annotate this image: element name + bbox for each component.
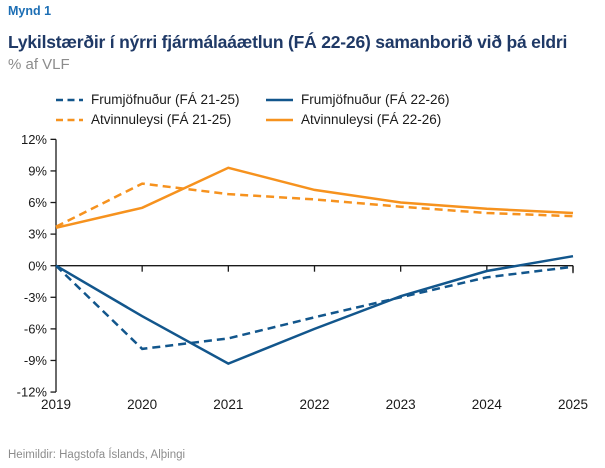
series-line-solid	[55, 254, 574, 365]
y-tick-label: -12%	[17, 385, 48, 400]
legend-item: Atvinnuleysi (FÁ 21-25)	[55, 112, 265, 127]
legend-dashed-line-swatch	[56, 98, 83, 101]
y-tick-label: -3%	[24, 290, 48, 305]
y-tick-label: 12%	[21, 132, 47, 147]
x-tick-label: 2022	[299, 397, 329, 412]
legend-item: Frumjöfnuður (FÁ 22-26)	[265, 92, 450, 107]
y-tick-label: 0%	[28, 258, 47, 273]
source-note: Heimildir: Hagstofa Íslands, Alþingi	[8, 449, 186, 461]
legend-item-label: Atvinnuleysi (FÁ 22-26)	[301, 112, 442, 127]
y-tick-label: 6%	[28, 195, 47, 210]
series-line-solid	[55, 166, 574, 230]
legend: Frumjöfnuður (FÁ 21-25) Frumjöfnuður (FÁ …	[55, 92, 450, 127]
x-tick-label: 2025	[558, 397, 588, 412]
y-axis: 12% 9% 6% 3% 0% -3% -6% -9% -12%	[17, 132, 57, 400]
axis-unit-subtitle: % af VLF	[8, 56, 70, 73]
legend-item-label: Atvinnuleysi (FÁ 21-25)	[91, 112, 232, 127]
y-tick-label: 9%	[28, 164, 47, 179]
x-tick-label: 2024	[472, 397, 503, 412]
x-tick-label: 2020	[127, 397, 157, 412]
legend-item: Atvinnuleysi (FÁ 22-26)	[265, 112, 450, 127]
x-tick-label: 2021	[213, 397, 243, 412]
legend-item: Frumjöfnuður (FÁ 21-25)	[55, 92, 265, 107]
legend-dashed-line-swatch	[56, 118, 83, 121]
legend-solid-line-swatch	[266, 98, 293, 101]
x-tick-label: 2023	[386, 397, 416, 412]
legend-item-label: Frumjöfnuður (FÁ 22-26)	[301, 92, 450, 107]
y-tick-label: -6%	[24, 321, 48, 336]
series-line-dashed	[55, 264, 574, 351]
y-tick-label: 3%	[28, 227, 47, 242]
series-line-dashed	[55, 182, 574, 228]
figure-number-label: Mynd 1	[8, 4, 52, 18]
legend-solid-line-swatch	[266, 118, 293, 121]
x-axis: 2019 2020 2021 2022 2023 2024 2025	[41, 265, 588, 412]
legend-item-label: Frumjöfnuður (FÁ 21-25)	[91, 92, 240, 107]
x-tick-label: 2019	[41, 397, 71, 412]
y-tick-label: -9%	[24, 353, 48, 368]
page-title: Lykilstærðir í nýrri fjármálaáætlun (FÁ …	[8, 32, 568, 52]
